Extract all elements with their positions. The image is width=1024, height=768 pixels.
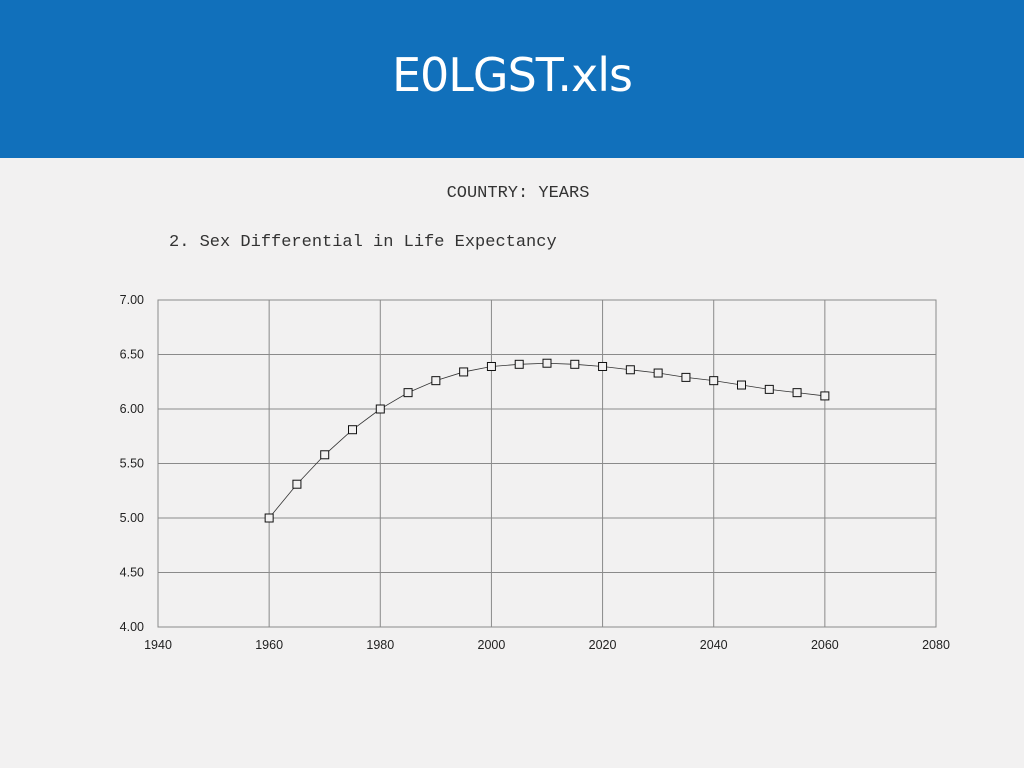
x-tick-label: 1960 [255,638,283,652]
data-point [542,358,552,368]
y-tick-label: 6.00 [120,402,144,416]
y-tick-label: 7.00 [120,293,144,307]
x-tick-label: 2020 [589,638,617,652]
y-tick-label: 4.00 [120,620,144,634]
data-point [598,361,608,371]
y-tick-label: 6.50 [120,348,144,362]
data-point [320,450,330,460]
data-point [486,361,496,371]
data-point [375,404,385,414]
x-tick-label: 2060 [811,638,839,652]
x-tick-label: 1940 [144,638,172,652]
data-point [570,359,580,369]
x-tick-label: 2000 [478,638,506,652]
y-tick-label: 4.50 [120,566,144,580]
data-point [653,368,663,378]
data-point [764,384,774,394]
data-point [737,380,746,390]
data-point [348,425,357,435]
data-point [792,388,802,398]
x-tick-label: 1980 [366,638,394,652]
data-point [264,513,274,523]
title-banner: E0LGST.xls [0,0,1024,158]
data-point [709,376,719,386]
data-point [431,376,441,386]
data-point [820,391,830,401]
data-point [292,479,302,489]
y-tick-label: 5.50 [120,457,144,471]
y-tick-label: 5.00 [120,511,144,525]
data-point [514,359,524,369]
page-title: E0LGST.xls [391,48,633,102]
data-point [459,367,469,377]
x-tick-label: 2080 [922,638,950,652]
data-point [403,388,413,398]
data-point [625,365,635,375]
chart-subtitle: COUNTRY: YEARS [446,184,590,203]
x-tick-label: 2040 [700,638,728,652]
chart-title: 2. Sex Differential in Life Expectancy [169,233,557,252]
data-point [681,372,691,382]
